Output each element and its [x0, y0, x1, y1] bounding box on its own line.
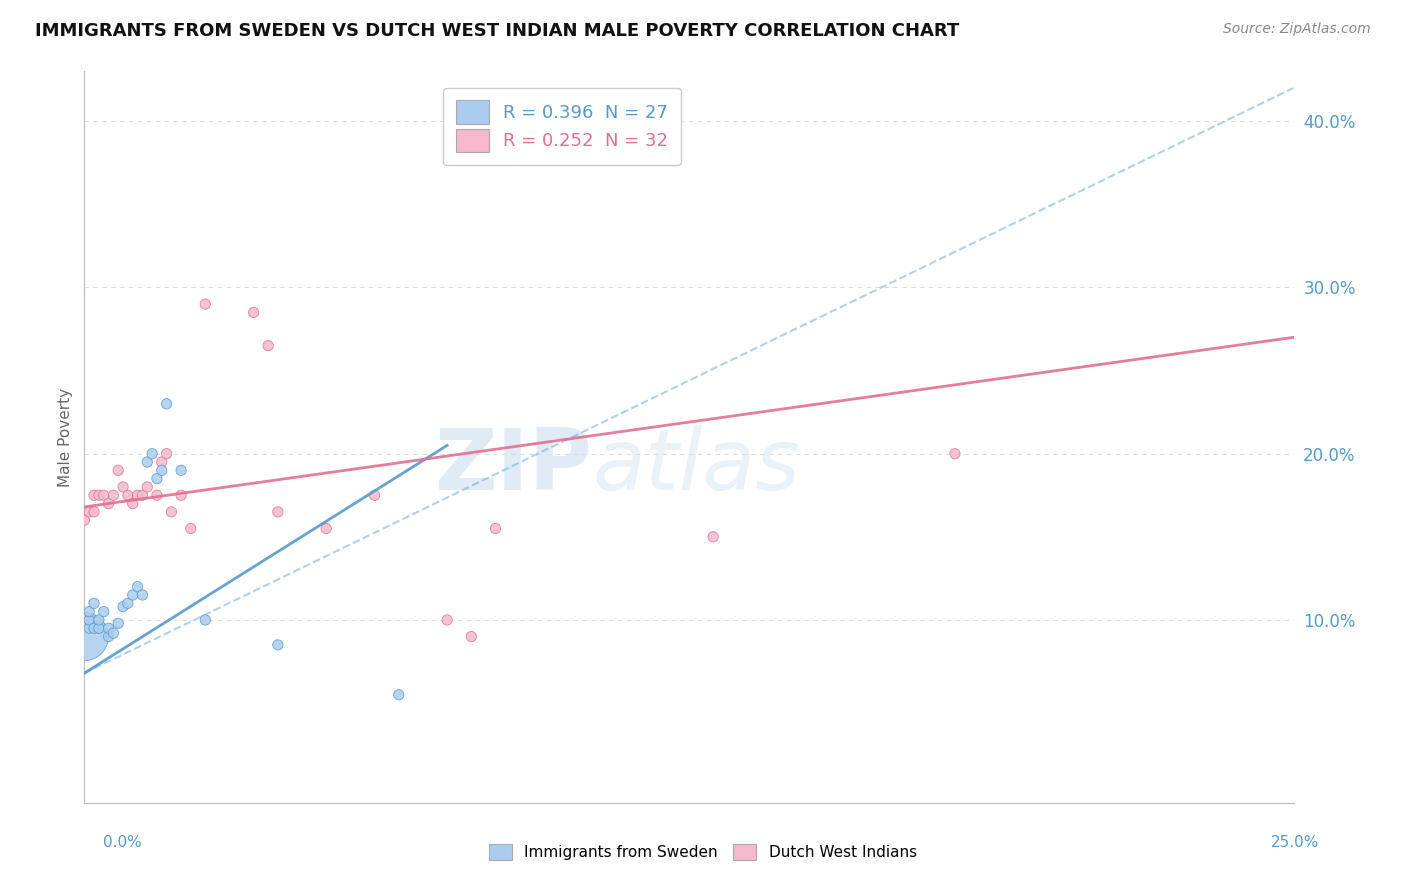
Point [77, 505, 100, 519]
Point [436, 613, 458, 627]
Point [93, 605, 115, 619]
Point [97, 630, 120, 644]
Point [107, 616, 129, 631]
Point [93, 488, 115, 502]
Point [257, 338, 280, 352]
Point [103, 626, 125, 640]
Text: 25.0%: 25.0% [1271, 836, 1319, 850]
Point [117, 488, 139, 502]
Point [315, 521, 337, 535]
Point [484, 521, 506, 535]
Point [112, 599, 135, 614]
Point [180, 521, 202, 535]
Point [194, 297, 217, 311]
Point [73, 630, 96, 644]
Point [121, 588, 143, 602]
Text: atlas: atlas [592, 425, 800, 508]
Point [87, 621, 110, 635]
Point [77, 605, 100, 619]
Point [87, 488, 110, 502]
Point [194, 613, 217, 627]
Point [150, 463, 173, 477]
Point [87, 613, 110, 627]
Point [83, 488, 105, 502]
Point [170, 463, 193, 477]
Point [136, 455, 159, 469]
Point [141, 447, 163, 461]
Point [83, 505, 105, 519]
Point [131, 488, 153, 502]
Point [170, 488, 193, 502]
Point [83, 621, 105, 635]
Text: Source: ZipAtlas.com: Source: ZipAtlas.com [1223, 22, 1371, 37]
Point [363, 488, 385, 502]
Text: IMMIGRANTS FROM SWEDEN VS DUTCH WEST INDIAN MALE POVERTY CORRELATION CHART: IMMIGRANTS FROM SWEDEN VS DUTCH WEST IND… [35, 22, 959, 40]
Point [97, 497, 120, 511]
Legend: R = 0.396  N = 27, R = 0.252  N = 32: R = 0.396 N = 27, R = 0.252 N = 32 [443, 87, 681, 165]
Point [77, 613, 100, 627]
Point [702, 530, 724, 544]
Text: 0.0%: 0.0% [103, 836, 142, 850]
Point [107, 463, 129, 477]
Point [160, 505, 183, 519]
Point [388, 688, 411, 702]
Point [155, 447, 177, 461]
Legend: Immigrants from Sweden, Dutch West Indians: Immigrants from Sweden, Dutch West India… [484, 838, 922, 866]
Y-axis label: Male Poverty: Male Poverty [58, 387, 73, 487]
Text: ZIP: ZIP [434, 425, 592, 508]
Point [155, 397, 177, 411]
Point [150, 455, 173, 469]
Point [73, 513, 96, 527]
Point [77, 621, 100, 635]
Point [117, 596, 139, 610]
Point [83, 596, 105, 610]
Point [127, 580, 149, 594]
Point [943, 447, 966, 461]
Point [103, 488, 125, 502]
Point [112, 480, 135, 494]
Point [267, 638, 290, 652]
Point [242, 305, 264, 319]
Point [136, 480, 159, 494]
Point [146, 488, 169, 502]
Point [146, 472, 169, 486]
Point [127, 488, 149, 502]
Point [121, 497, 143, 511]
Point [97, 621, 120, 635]
Point [460, 630, 482, 644]
Point [131, 588, 153, 602]
Point [267, 505, 290, 519]
